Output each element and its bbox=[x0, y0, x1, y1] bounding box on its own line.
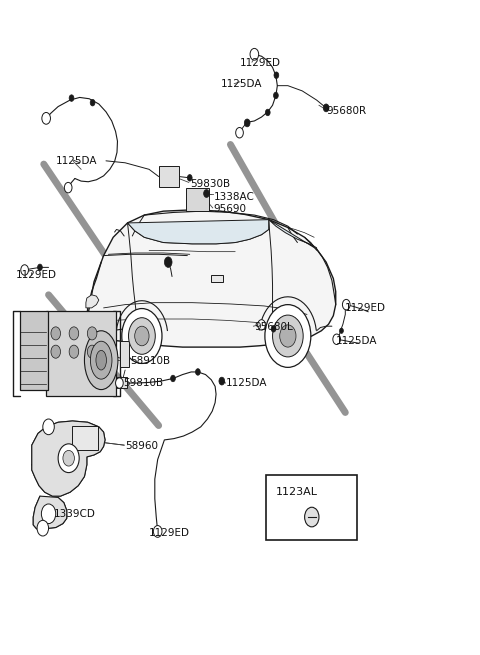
Circle shape bbox=[43, 419, 54, 435]
Circle shape bbox=[219, 377, 225, 385]
Circle shape bbox=[305, 507, 319, 527]
Bar bbox=[186, 187, 209, 211]
Circle shape bbox=[339, 328, 343, 333]
Circle shape bbox=[51, 327, 60, 340]
Circle shape bbox=[37, 264, 42, 271]
Ellipse shape bbox=[84, 331, 118, 390]
Text: 1129ED: 1129ED bbox=[149, 529, 190, 538]
Circle shape bbox=[271, 326, 276, 332]
Circle shape bbox=[69, 95, 74, 102]
Circle shape bbox=[195, 369, 200, 375]
Text: 58960: 58960 bbox=[125, 441, 158, 451]
Circle shape bbox=[164, 257, 172, 267]
Text: 1123AL: 1123AL bbox=[276, 487, 317, 497]
Polygon shape bbox=[86, 295, 99, 308]
Text: 58910B: 58910B bbox=[130, 356, 170, 367]
Polygon shape bbox=[33, 496, 67, 529]
Circle shape bbox=[69, 327, 79, 340]
Circle shape bbox=[258, 320, 265, 330]
Circle shape bbox=[323, 104, 329, 112]
Text: 1129ED: 1129ED bbox=[240, 58, 281, 67]
Circle shape bbox=[122, 309, 162, 364]
Text: 95680L: 95680L bbox=[254, 322, 293, 333]
Circle shape bbox=[58, 444, 79, 473]
Bar bbox=[72, 426, 98, 451]
Circle shape bbox=[116, 378, 123, 388]
Circle shape bbox=[41, 504, 56, 523]
Text: 1125DA: 1125DA bbox=[56, 156, 97, 166]
Circle shape bbox=[265, 109, 270, 116]
Circle shape bbox=[90, 100, 95, 106]
Circle shape bbox=[187, 174, 192, 181]
Bar bbox=[20, 311, 48, 390]
Circle shape bbox=[273, 315, 303, 357]
Circle shape bbox=[265, 305, 311, 367]
Circle shape bbox=[63, 451, 74, 466]
Text: 1129ED: 1129ED bbox=[345, 303, 386, 313]
Circle shape bbox=[236, 128, 243, 138]
Circle shape bbox=[69, 345, 79, 358]
Text: 1339CD: 1339CD bbox=[53, 509, 95, 519]
Text: 1125DA: 1125DA bbox=[336, 335, 377, 346]
Circle shape bbox=[274, 92, 278, 99]
Polygon shape bbox=[128, 219, 269, 244]
Bar bbox=[158, 166, 179, 187]
Text: 59810B: 59810B bbox=[123, 378, 163, 388]
Circle shape bbox=[333, 334, 340, 345]
Circle shape bbox=[87, 345, 97, 358]
Ellipse shape bbox=[96, 350, 107, 370]
Circle shape bbox=[204, 189, 209, 197]
Text: 1125DA: 1125DA bbox=[221, 79, 263, 89]
Text: 95680R: 95680R bbox=[326, 105, 366, 115]
Circle shape bbox=[342, 299, 350, 310]
Circle shape bbox=[51, 345, 60, 358]
Text: 1338AC: 1338AC bbox=[214, 192, 254, 202]
Circle shape bbox=[274, 72, 279, 79]
Circle shape bbox=[154, 525, 162, 537]
Polygon shape bbox=[84, 210, 336, 347]
Polygon shape bbox=[32, 421, 105, 496]
Bar bbox=[266, 475, 357, 540]
Circle shape bbox=[280, 325, 296, 347]
Circle shape bbox=[250, 48, 259, 60]
Text: 59830B: 59830B bbox=[190, 179, 230, 189]
Circle shape bbox=[64, 182, 72, 193]
Circle shape bbox=[244, 119, 250, 127]
Circle shape bbox=[42, 113, 50, 124]
Circle shape bbox=[37, 520, 48, 536]
Ellipse shape bbox=[90, 341, 112, 379]
Circle shape bbox=[170, 375, 175, 382]
Text: 95690: 95690 bbox=[214, 204, 247, 214]
Bar bbox=[117, 377, 127, 388]
Circle shape bbox=[87, 327, 97, 340]
Text: 1125DA: 1125DA bbox=[226, 378, 267, 388]
Circle shape bbox=[129, 318, 156, 354]
Circle shape bbox=[39, 523, 46, 533]
Bar bbox=[211, 275, 223, 282]
Bar bbox=[46, 311, 116, 396]
Circle shape bbox=[135, 326, 149, 346]
Bar bbox=[120, 341, 129, 367]
Polygon shape bbox=[269, 219, 317, 249]
Circle shape bbox=[21, 265, 28, 275]
Text: 1129ED: 1129ED bbox=[16, 271, 57, 280]
Circle shape bbox=[286, 335, 290, 342]
